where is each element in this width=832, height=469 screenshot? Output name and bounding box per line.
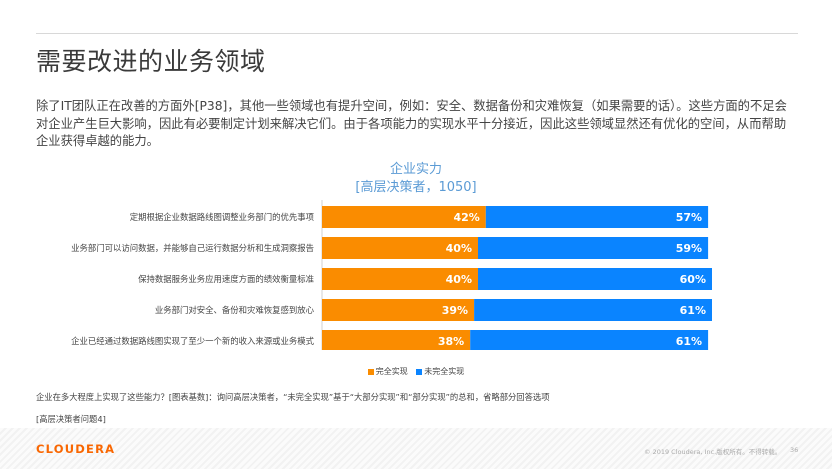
- page-title: 需要改进的业务领域: [36, 47, 266, 76]
- header-divider: [36, 33, 798, 34]
- legend-swatch-partial: [416, 368, 423, 375]
- bar-segment-partial: [478, 237, 709, 259]
- data-label: 40%: [446, 273, 472, 286]
- bar-segment-full: [322, 206, 486, 228]
- data-label: 38%: [438, 335, 464, 348]
- bar-segment-partial: [474, 299, 712, 321]
- data-label: 57%: [676, 211, 702, 224]
- intro-paragraph: 除了IT团队正在改善的方面外[P38]，其他一些领域也有提升空间，例如：安全、数…: [36, 99, 787, 148]
- chart-footnote: 企业在多大程度上实现了这些能力？[图表基数]：询问高层决策者，“未完全实现”基于…: [36, 392, 550, 402]
- bar-segment-partial: [470, 330, 709, 350]
- data-label: 59%: [676, 242, 702, 255]
- legend-item-partial: 未完全实现: [416, 366, 464, 377]
- category-label: 保持数据服务业务应用速度方面的绩效衡量标准: [138, 274, 314, 284]
- chart-title: 企业实力: [389, 162, 442, 177]
- footer-band: [0, 428, 832, 469]
- data-label: 39%: [442, 304, 468, 317]
- bar-segment-full: [322, 237, 478, 259]
- category-label: 业务部门可以访问数据，并能够自己运行数据分析和生成洞察报告: [71, 243, 314, 253]
- bar-segment-partial: [478, 268, 712, 290]
- legend-swatch-full: [367, 368, 374, 375]
- chart-subtitle: [高层决策者，1050]: [355, 180, 477, 195]
- data-label: 61%: [676, 335, 702, 348]
- chart-legend: 完全实现 未完全实现: [0, 366, 832, 377]
- legend-label-full: 完全实现: [375, 367, 408, 376]
- stacked-bar-chart: 定期根据企业数据路线图调整业务部门的优先事项 42% 57% 业务部门可以访问数据，并…: [71, 200, 712, 350]
- category-label: 企业已经通过数据路线图实现了至少一个新的收入来源或业务模式: [71, 336, 314, 346]
- category-label: 定期根据企业数据路线图调整业务部门的优先事项: [130, 212, 315, 222]
- question-reference: [高层决策者问题4]: [36, 414, 106, 424]
- data-label: 61%: [680, 304, 706, 317]
- copyright-text: © 2019 Cloudera, Inc.版权所有。不得转载。: [644, 448, 782, 456]
- page-number: 36: [790, 446, 799, 454]
- bar-segment-full: [322, 268, 478, 290]
- legend-label-partial: 未完全实现: [424, 367, 465, 376]
- cloudera-logo: CLOUDERA: [36, 442, 116, 456]
- data-label: 60%: [680, 273, 706, 286]
- data-label: 42%: [453, 211, 479, 224]
- bar-segment-full: [322, 330, 471, 350]
- legend-item-full: 完全实现: [367, 366, 408, 377]
- category-label: 业务部门对安全、备份和灾难恢复感到放心: [155, 305, 315, 315]
- data-label: 40%: [446, 242, 472, 255]
- bar-segment-full: [322, 299, 475, 321]
- bar-segment-partial: [485, 206, 709, 228]
